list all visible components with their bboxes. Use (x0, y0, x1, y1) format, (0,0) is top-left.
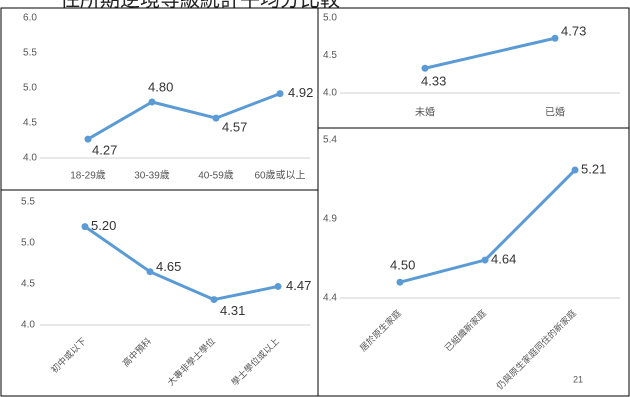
y-tick-label: 4.5 (21, 279, 35, 290)
x-tick-label: 已婚 (545, 106, 565, 119)
point (276, 90, 284, 98)
point (551, 34, 559, 42)
point (421, 64, 429, 72)
value-label: 4.57 (222, 120, 247, 135)
point (571, 166, 579, 174)
line (424, 36, 556, 70)
point (396, 278, 404, 286)
value-label: 4.65 (156, 259, 181, 274)
y-tick-label: 4.4 (323, 293, 337, 304)
point (81, 223, 89, 231)
value-label: 4.33 (421, 74, 446, 89)
point (148, 98, 156, 106)
y-tick-label: 4.0 (23, 153, 37, 164)
panel-border (317, 127, 630, 397)
value-label: 4.92 (288, 85, 313, 100)
x-tick-label: 大專非學士學位 (165, 335, 217, 387)
y-tick-label: 4.5 (23, 118, 37, 129)
y-tick-label: 5.5 (23, 48, 37, 59)
value-label: 4.27 (92, 143, 117, 158)
y-tick-label: 4.5 (323, 50, 337, 61)
y-tick-label: 4.0 (21, 320, 35, 331)
x-tick-label: 初中或以下 (48, 335, 88, 375)
x-tick-label: 高中預科 (120, 335, 153, 368)
value-label: 5.20 (91, 218, 116, 233)
panel-border (0, 189, 319, 397)
point (210, 296, 218, 304)
y-tick-label: 6.0 (23, 13, 37, 24)
point (146, 268, 154, 276)
x-tick-label: 40-59歲 (198, 169, 234, 182)
y-tick-label: 4.9 (323, 214, 337, 225)
value-label: 4.50 (390, 258, 415, 273)
y-tick-label: 5.5 (21, 197, 35, 208)
y-tick-label: 5.0 (23, 83, 37, 94)
line (399, 168, 577, 284)
value-label: 5.21 (581, 161, 606, 176)
value-label: 4.64 (491, 252, 516, 267)
x-tick-label: 30-39歲 (134, 169, 170, 182)
x-tick-label: 居於原生家庭 (357, 307, 403, 353)
line (84, 225, 279, 302)
line (87, 92, 281, 141)
x-tick-label: 學士學位或以上 (229, 335, 281, 387)
point (481, 256, 489, 264)
value-label: 4.31 (220, 303, 245, 318)
page-number: 21 (573, 374, 583, 384)
point (274, 282, 282, 290)
point (84, 135, 92, 143)
x-tick-label: 未婚 (415, 106, 435, 119)
y-tick-label: 5.0 (323, 13, 337, 24)
y-tick-label: 5.0 (21, 238, 35, 249)
value-label: 4.47 (286, 278, 311, 293)
x-tick-label: 已組織新家庭 (442, 307, 488, 353)
x-tick-label: 60歲或以上 (254, 169, 305, 182)
value-label: 4.73 (561, 24, 586, 39)
y-tick-label: 5.4 (323, 135, 337, 146)
panel-border (0, 7, 319, 191)
y-tick-label: 4.0 (323, 88, 337, 99)
value-label: 4.80 (148, 79, 173, 94)
page-title: 住所期逆境等級統計平均分比較 (60, 0, 340, 11)
point (212, 114, 220, 122)
x-tick-label: 18-29歲 (70, 169, 106, 182)
x-tick-label: 仍與原生家庭同住的新家庭 (494, 307, 578, 391)
